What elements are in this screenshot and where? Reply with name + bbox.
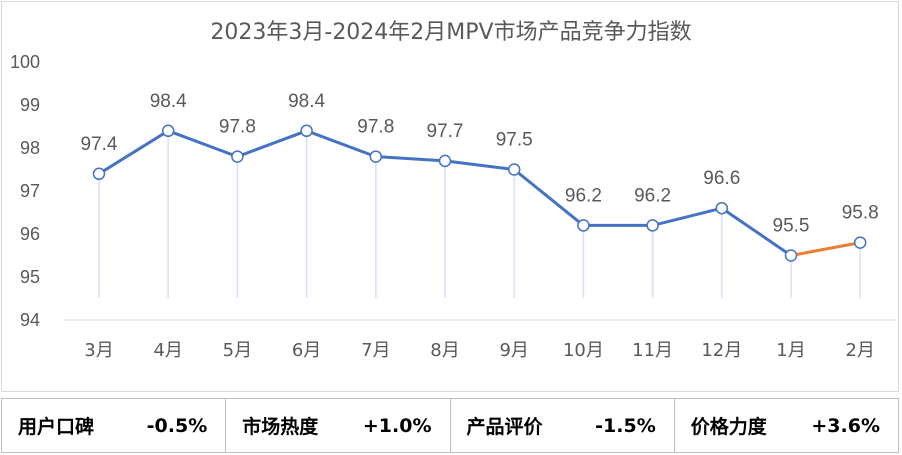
metric-label: 用户口碑 (18, 416, 95, 438)
metric-product-rating: 产品评价 -1.5% (451, 399, 675, 452)
metric-label: 产品评价 (466, 416, 543, 438)
x-tick-label: 6月 (292, 340, 321, 361)
metric-value: +3.6% (811, 414, 880, 437)
data-label: 98.4 (150, 91, 187, 112)
metric-label: 市场热度 (242, 416, 319, 438)
data-label: 97.5 (496, 130, 533, 151)
x-tick-label: 5月 (223, 340, 252, 361)
data-point (231, 150, 244, 163)
data-point (853, 236, 867, 249)
data-label: 96.2 (565, 185, 602, 206)
metric-value: -0.5% (146, 414, 208, 437)
data-point (784, 249, 798, 262)
x-tick-label: 11月 (632, 340, 673, 361)
x-tick-label: 3月 (84, 340, 113, 361)
data-label: 95.8 (842, 203, 879, 224)
data-label: 97.8 (219, 117, 256, 138)
data-label: 98.4 (288, 91, 325, 112)
y-tick-label: 96 (20, 224, 40, 244)
metric-market-heat: 市场热度 +1.0% (226, 399, 451, 452)
data-label: 96.2 (634, 185, 671, 206)
data-label: 97.4 (81, 134, 118, 155)
data-point (369, 150, 383, 163)
data-point (161, 124, 175, 138)
x-tick-label: 8月 (430, 340, 459, 361)
data-point (92, 167, 106, 181)
y-tick-label: 98 (20, 138, 40, 158)
metric-price-strength: 价格力度 +3.6% (675, 399, 898, 452)
data-label: 95.5 (773, 216, 810, 237)
chart-frame (1, 1, 899, 392)
data-label: 96.6 (703, 168, 740, 189)
series-line-last-segment (790, 241, 861, 257)
data-label: 97.8 (357, 117, 394, 138)
x-tick-label: 4月 (153, 340, 182, 361)
y-tick-label: 100 (10, 52, 40, 72)
y-tick-label: 97 (20, 181, 40, 201)
metric-value: +1.0% (362, 414, 432, 437)
data-point (300, 124, 313, 138)
y-tick-label: 99 (20, 95, 40, 115)
data-point (577, 219, 590, 232)
x-tick-label: 7月 (361, 340, 390, 361)
x-tick-label: 9月 (499, 340, 528, 361)
x-tick-label: 12月 (701, 340, 742, 361)
y-tick-label: 95 (20, 267, 40, 287)
metric-value: -1.5% (595, 414, 656, 437)
data-label: 97.7 (427, 121, 464, 142)
data-point (715, 201, 729, 215)
chart-title: 2023年3月-2024年2月MPV市场产品竞争力指数 (210, 20, 692, 45)
x-tick-label: 1月 (776, 340, 805, 361)
metrics-bar: 用户口碑 -0.5% 市场热度 +1.0% 产品评价 -1.5% 价格力度 +3… (1, 398, 899, 453)
metric-user-reputation: 用户口碑 -0.5% (2, 399, 227, 452)
data-point (646, 219, 659, 232)
line-chart: 94 95 96 97 98 99 100 97.4 98.4 97.8 98.4 97.8 97.7 9… (10, 52, 896, 361)
data-point (438, 154, 452, 168)
x-tick-label: 2月 (845, 340, 874, 361)
metric-label: 价格力度 (690, 416, 767, 438)
x-tick-label: 10月 (563, 340, 604, 361)
y-tick-label: 94 (20, 310, 40, 330)
data-point (507, 163, 521, 176)
